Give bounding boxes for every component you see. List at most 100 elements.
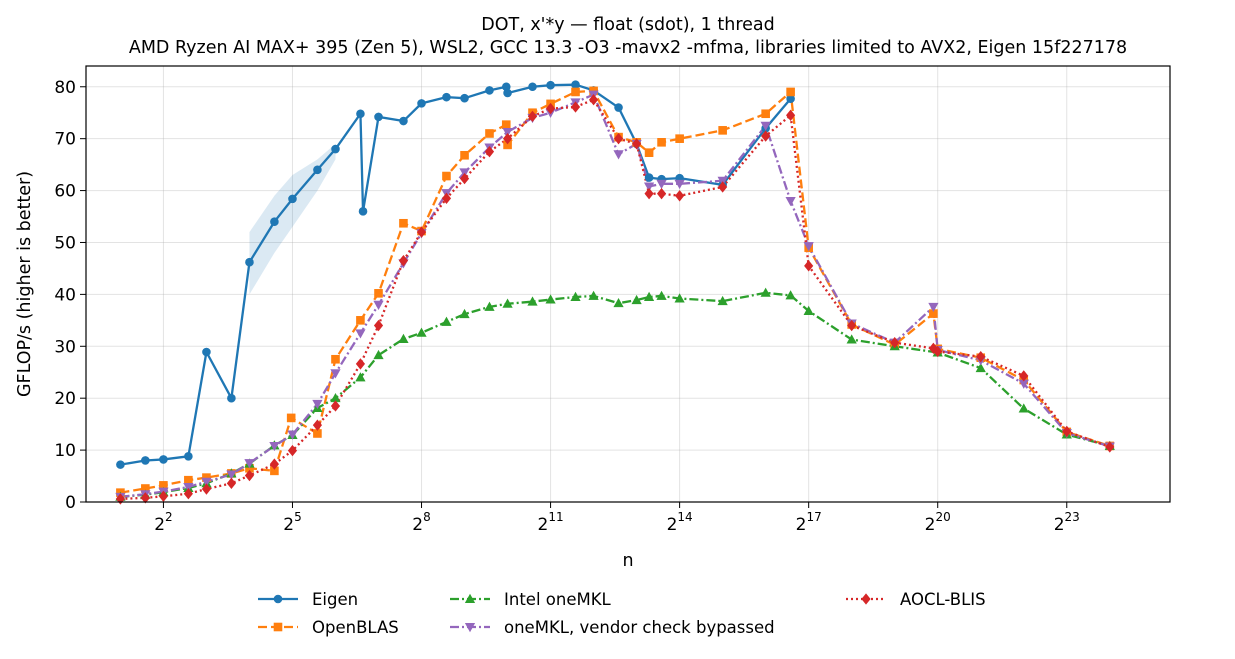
grid [86, 66, 1170, 503]
data-point [786, 87, 795, 97]
data-point [331, 144, 340, 154]
data-point [1105, 441, 1115, 453]
data-point [269, 441, 280, 452]
data-point [399, 116, 408, 126]
series-line [120, 93, 1111, 498]
data-point [1018, 403, 1029, 413]
data-point [330, 369, 341, 379]
data-point [527, 110, 538, 123]
y-tick-label: 50 [54, 233, 76, 253]
data-point [459, 172, 470, 185]
x-tick-base: 2 [925, 515, 936, 535]
legend-marker [464, 623, 476, 633]
data-point [417, 99, 426, 108]
chart-subtitle: AMD Ryzen AI MAX+ 395 (Zen 5), WSL2, GCC… [129, 38, 1127, 58]
x-tick-base: 2 [796, 515, 807, 535]
data-point [786, 109, 796, 121]
x-tick-label: 211 [538, 510, 564, 535]
data-point [355, 329, 366, 339]
y-tick-label: 0 [65, 493, 76, 513]
x-tick-label: 223 [1054, 510, 1080, 535]
data-point [761, 130, 771, 142]
data-point [674, 293, 685, 303]
data-point [502, 127, 513, 138]
data-point [201, 483, 212, 495]
data-point [502, 132, 513, 145]
data-point [244, 469, 255, 482]
x-tick-exponent: 5 [294, 510, 302, 524]
x-tick-base: 2 [1054, 515, 1065, 535]
data-point [644, 148, 654, 157]
x-tick-exponent: 20 [935, 510, 950, 524]
x-tick-exponent: 17 [806, 510, 821, 524]
x-tick-base: 2 [283, 515, 294, 535]
y-tick-label: 10 [54, 441, 76, 461]
data-point [846, 334, 857, 344]
data-point [761, 109, 770, 119]
x-axis-label: n [622, 551, 633, 571]
data-point [502, 298, 513, 308]
data-point [355, 358, 366, 370]
data-point [373, 349, 384, 360]
data-point [614, 103, 623, 112]
data-point [201, 477, 212, 487]
data-point [373, 319, 384, 332]
data-point [442, 92, 451, 102]
y-axis-label: GFLOP/s (higher is better) [15, 171, 35, 397]
data-point [244, 459, 255, 469]
data-point [184, 452, 193, 461]
chart-title: DOT, x'*y — float (sdot), 1 thread [481, 15, 774, 35]
legend-label: oneMKL, vendor check bypassed [504, 618, 775, 637]
data-point [760, 287, 771, 297]
data-point [847, 319, 857, 332]
data-point [804, 260, 814, 272]
data-point [631, 294, 642, 305]
data-point [141, 456, 150, 465]
data-point [116, 460, 125, 469]
data-point [643, 182, 655, 192]
data-point [355, 372, 366, 382]
x-tick-exponent: 2 [165, 510, 173, 524]
data-point [933, 345, 943, 358]
data-point [459, 168, 470, 178]
data-point [717, 295, 728, 306]
data-point [288, 194, 297, 204]
x-tick-label: 28 [412, 510, 430, 535]
data-point [485, 86, 494, 95]
legend-marker [273, 622, 283, 632]
data-point [287, 444, 298, 457]
data-point [632, 138, 642, 150]
data-point [183, 482, 194, 493]
data-point [718, 181, 728, 193]
data-point [442, 171, 451, 181]
data-point [183, 488, 193, 500]
confidence-bands [249, 143, 336, 295]
y-axis-ticks: 0 10 20 30 40 50 60 70 80 [54, 78, 86, 513]
data-point [570, 291, 581, 301]
x-tick-label: 217 [796, 510, 822, 535]
x-tick-exponent: 23 [1065, 510, 1080, 524]
data-point [484, 301, 495, 311]
plot-frame [85, 65, 1171, 503]
x-tick-exponent: 8 [423, 510, 431, 524]
data-point [459, 308, 470, 319]
data-point [643, 291, 655, 301]
data-point [613, 132, 624, 145]
data-point [287, 430, 298, 440]
data-point [312, 419, 323, 431]
data-point [976, 350, 986, 363]
data-point [356, 316, 365, 325]
x-tick-label: 220 [925, 510, 951, 535]
data-point [760, 121, 771, 131]
y-tick-label: 30 [54, 337, 76, 357]
data-point [227, 393, 236, 403]
data-point [484, 145, 495, 158]
legend-label: OpenBLAS [312, 618, 399, 637]
y-tick-label: 70 [54, 130, 76, 150]
series-lines [120, 83, 1111, 501]
legend-marker [464, 593, 476, 603]
data-point [312, 399, 323, 410]
data-point [373, 300, 384, 310]
legend-label: AOCL-BLIS [900, 590, 986, 609]
